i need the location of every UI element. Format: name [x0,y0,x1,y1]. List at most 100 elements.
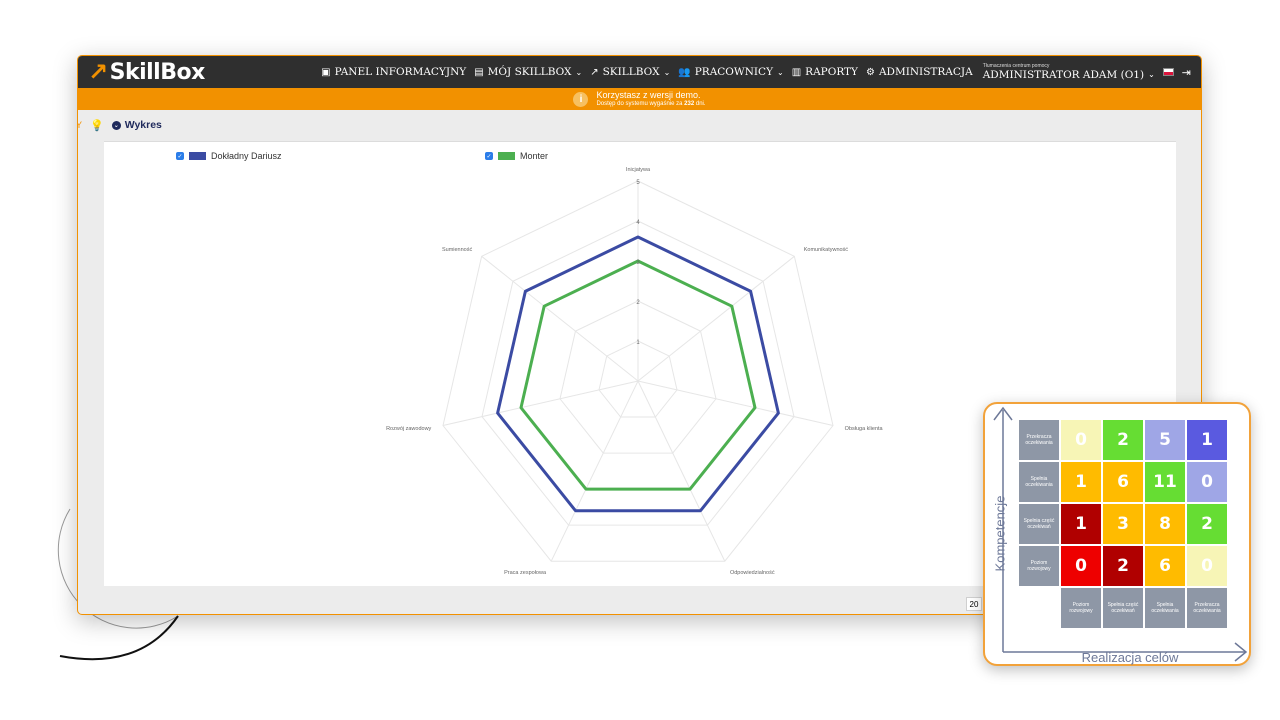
matrix-col-label: Spełnia oczekiwania [1145,588,1185,628]
y-axis-label: Kompetencje [992,495,1008,572]
lightbulb-icon[interactable]: 💡 [90,119,104,132]
banner-subtitle-suffix: dni. [694,100,706,107]
nav-item-panel[interactable]: ▣ PANEL INFORMACYJNY [321,66,466,78]
radar-chart: 1 2 3 4 5 Inicjatywa Komunikatywność Obsługa kl… [386,167,884,576]
section-title: Wykres [124,119,162,131]
matrix-cell[interactable]: 1 [1061,462,1101,502]
nav-label: PRACOWNICY [694,66,774,78]
nav-item-administration[interactable]: ⚙ ADMINISTRACJA [866,66,973,78]
logo-arrow-icon: ↗ [88,58,108,86]
info-icon: i [573,91,589,107]
banner-title: Korzystasz z wersji demo. [596,90,701,101]
radar-spoke [442,380,639,426]
radar-spoke [637,255,795,382]
legend-item-series-2[interactable]: ✓ Monter [485,151,548,161]
matrix-cell[interactable]: 1 [1187,420,1227,460]
checkbox[interactable]: ✓ [485,152,493,160]
collapse-chevron-icon[interactable]: ⌄ [111,120,121,130]
matrix-row-label: Spełnia oczekiwania [1019,462,1059,502]
matrix-cell[interactable]: 0 [1187,546,1227,586]
legend-swatch [189,152,206,160]
radar-tick-label: 2 [636,300,640,306]
user-name: ADMINISTRATOR ADAM (O1) [982,68,1145,81]
legend-label: Monter [520,151,549,161]
matrix-cell[interactable]: 3 [1103,504,1143,544]
top-navbar: ↗ SkillBox ▣ PANEL INFORMACYJNY ▤ MÓJ SK… [78,56,1201,88]
matrix-cell[interactable]: 11 [1145,462,1185,502]
radar-axis-label: Inicjatywa [626,167,651,173]
radar-spoke [637,380,726,562]
polish-flag-icon[interactable] [1162,68,1174,76]
banner-subtitle: Dostęp do systemu wygaśnie za 232 dni. [596,101,705,107]
radar-tick-label: 5 [636,180,640,186]
legend-label: Dokładny Dariusz [211,151,282,161]
id-card-icon: ▤ [474,66,484,78]
radar-axis-label: Obsługa klienta [845,426,884,432]
nav-item-skillbox[interactable]: ↗ SKILLBOX ⌄ [590,66,670,78]
checkbox[interactable]: ✓ [176,152,184,160]
matrix-col-label: Przekracza oczekiwania [1187,588,1227,628]
logout-icon[interactable]: ⇥ [1181,65,1191,79]
nav-item-my-skillbox[interactable]: ▤ MÓJ SKILLBOX ⌄ [474,66,582,78]
matrix-axes [993,406,1248,662]
help-center-link[interactable]: Tłumaczenia centrum pomocy [982,62,1050,69]
radar-series-dokładny-dariusz [496,235,780,513]
matrix-cell[interactable]: 5 [1145,420,1185,460]
matrix-cell[interactable]: 0 [1061,420,1101,460]
nine-box-matrix-card: Kompetencje Realizacja celów Przekracza … [983,402,1251,666]
nav-label: ADMINISTRACJA [878,66,973,78]
users-icon: 👥 [678,66,691,78]
matrix-cell[interactable]: 8 [1145,504,1185,544]
logo-text: SkillBox [109,59,206,85]
report-icon: ▥ [791,66,802,78]
nav-label: PANEL INFORMACYJNY [334,66,467,78]
nav-item-employees[interactable]: 👥 PRACOWNICY ⌄ [678,66,783,78]
radar-spoke [637,380,834,426]
radar-axis-label: Praca zespołowa [504,570,547,576]
radar-grid-ring [481,220,795,526]
matrix-row-label: Poziom rozwojowy [1019,546,1059,586]
radar-series-monter [519,259,757,491]
dashboard-icon: ▣ [321,66,331,78]
cogs-icon: ⚙ [866,66,875,78]
radar-tick-label: 3 [636,260,640,266]
matrix-cell[interactable]: 0 [1061,546,1101,586]
main-nav: ▣ PANEL INFORMACYJNY ▤ MÓJ SKILLBOX ⌄ ↗ … [321,62,1191,81]
legend-item-series-1[interactable]: ✓ Dokładny Dariusz [176,151,282,161]
nav-label: RAPORTY [805,66,858,78]
radar-grid-ring [442,180,834,562]
matrix-row-label: Przekracza oczekiwania [1019,420,1059,460]
matrix-col-label: Spełnia część oczekiwań [1103,588,1143,628]
chevron-down-icon: ⌄ [575,67,583,77]
matrix-cell[interactable]: 1 [1061,504,1101,544]
radar-axis-label: Komunikatywność [804,247,849,253]
radar-axis-label: Rozwój zawodowy [386,426,431,432]
radar-axis-label: Odpowiedzialność [730,570,775,576]
chevron-down-icon: ⌄ [663,67,671,77]
skillbox-logo[interactable]: ↗ SkillBox [88,60,205,85]
matrix-row-label: Spełnia część oczekiwań [1019,504,1059,544]
matrix-cell[interactable]: 6 [1103,462,1143,502]
section-header[interactable]: ⌄ Wykres [111,119,162,131]
nav-label: SKILLBOX [602,66,660,78]
matrix-cell[interactable]: 2 [1187,504,1227,544]
matrix-cell[interactable]: 2 [1103,546,1143,586]
user-menu[interactable]: Tłumaczenia centrum pomocy ADMINISTRATOR… [982,62,1155,81]
skillbox-arrow-icon: ↗ [590,66,599,78]
tab-stub[interactable]: Y [78,120,82,130]
demo-banner: i Korzystasz z wersji demo. Dostęp do sy… [78,88,1201,110]
matrix-cell[interactable]: 2 [1103,420,1143,460]
radar-axis-label: Sumienność [442,247,473,253]
banner-subtitle-prefix: Dostęp do systemu wygaśnie za [596,100,685,107]
matrix-cell[interactable]: 6 [1145,546,1185,586]
chevron-down-icon: ⌄ [777,67,784,77]
page-size-select[interactable]: 20 [966,597,982,611]
nav-label: MÓJ SKILLBOX [487,66,572,78]
radar-spoke [550,380,639,562]
radar-spoke [481,255,639,382]
nav-item-reports[interactable]: ▥ RAPORTY [792,66,858,78]
matrix-cell[interactable]: 0 [1187,462,1227,502]
banner-days: 232 [684,100,695,107]
radar-grid-ring [598,340,678,418]
radar-tick-label: 4 [636,220,640,226]
